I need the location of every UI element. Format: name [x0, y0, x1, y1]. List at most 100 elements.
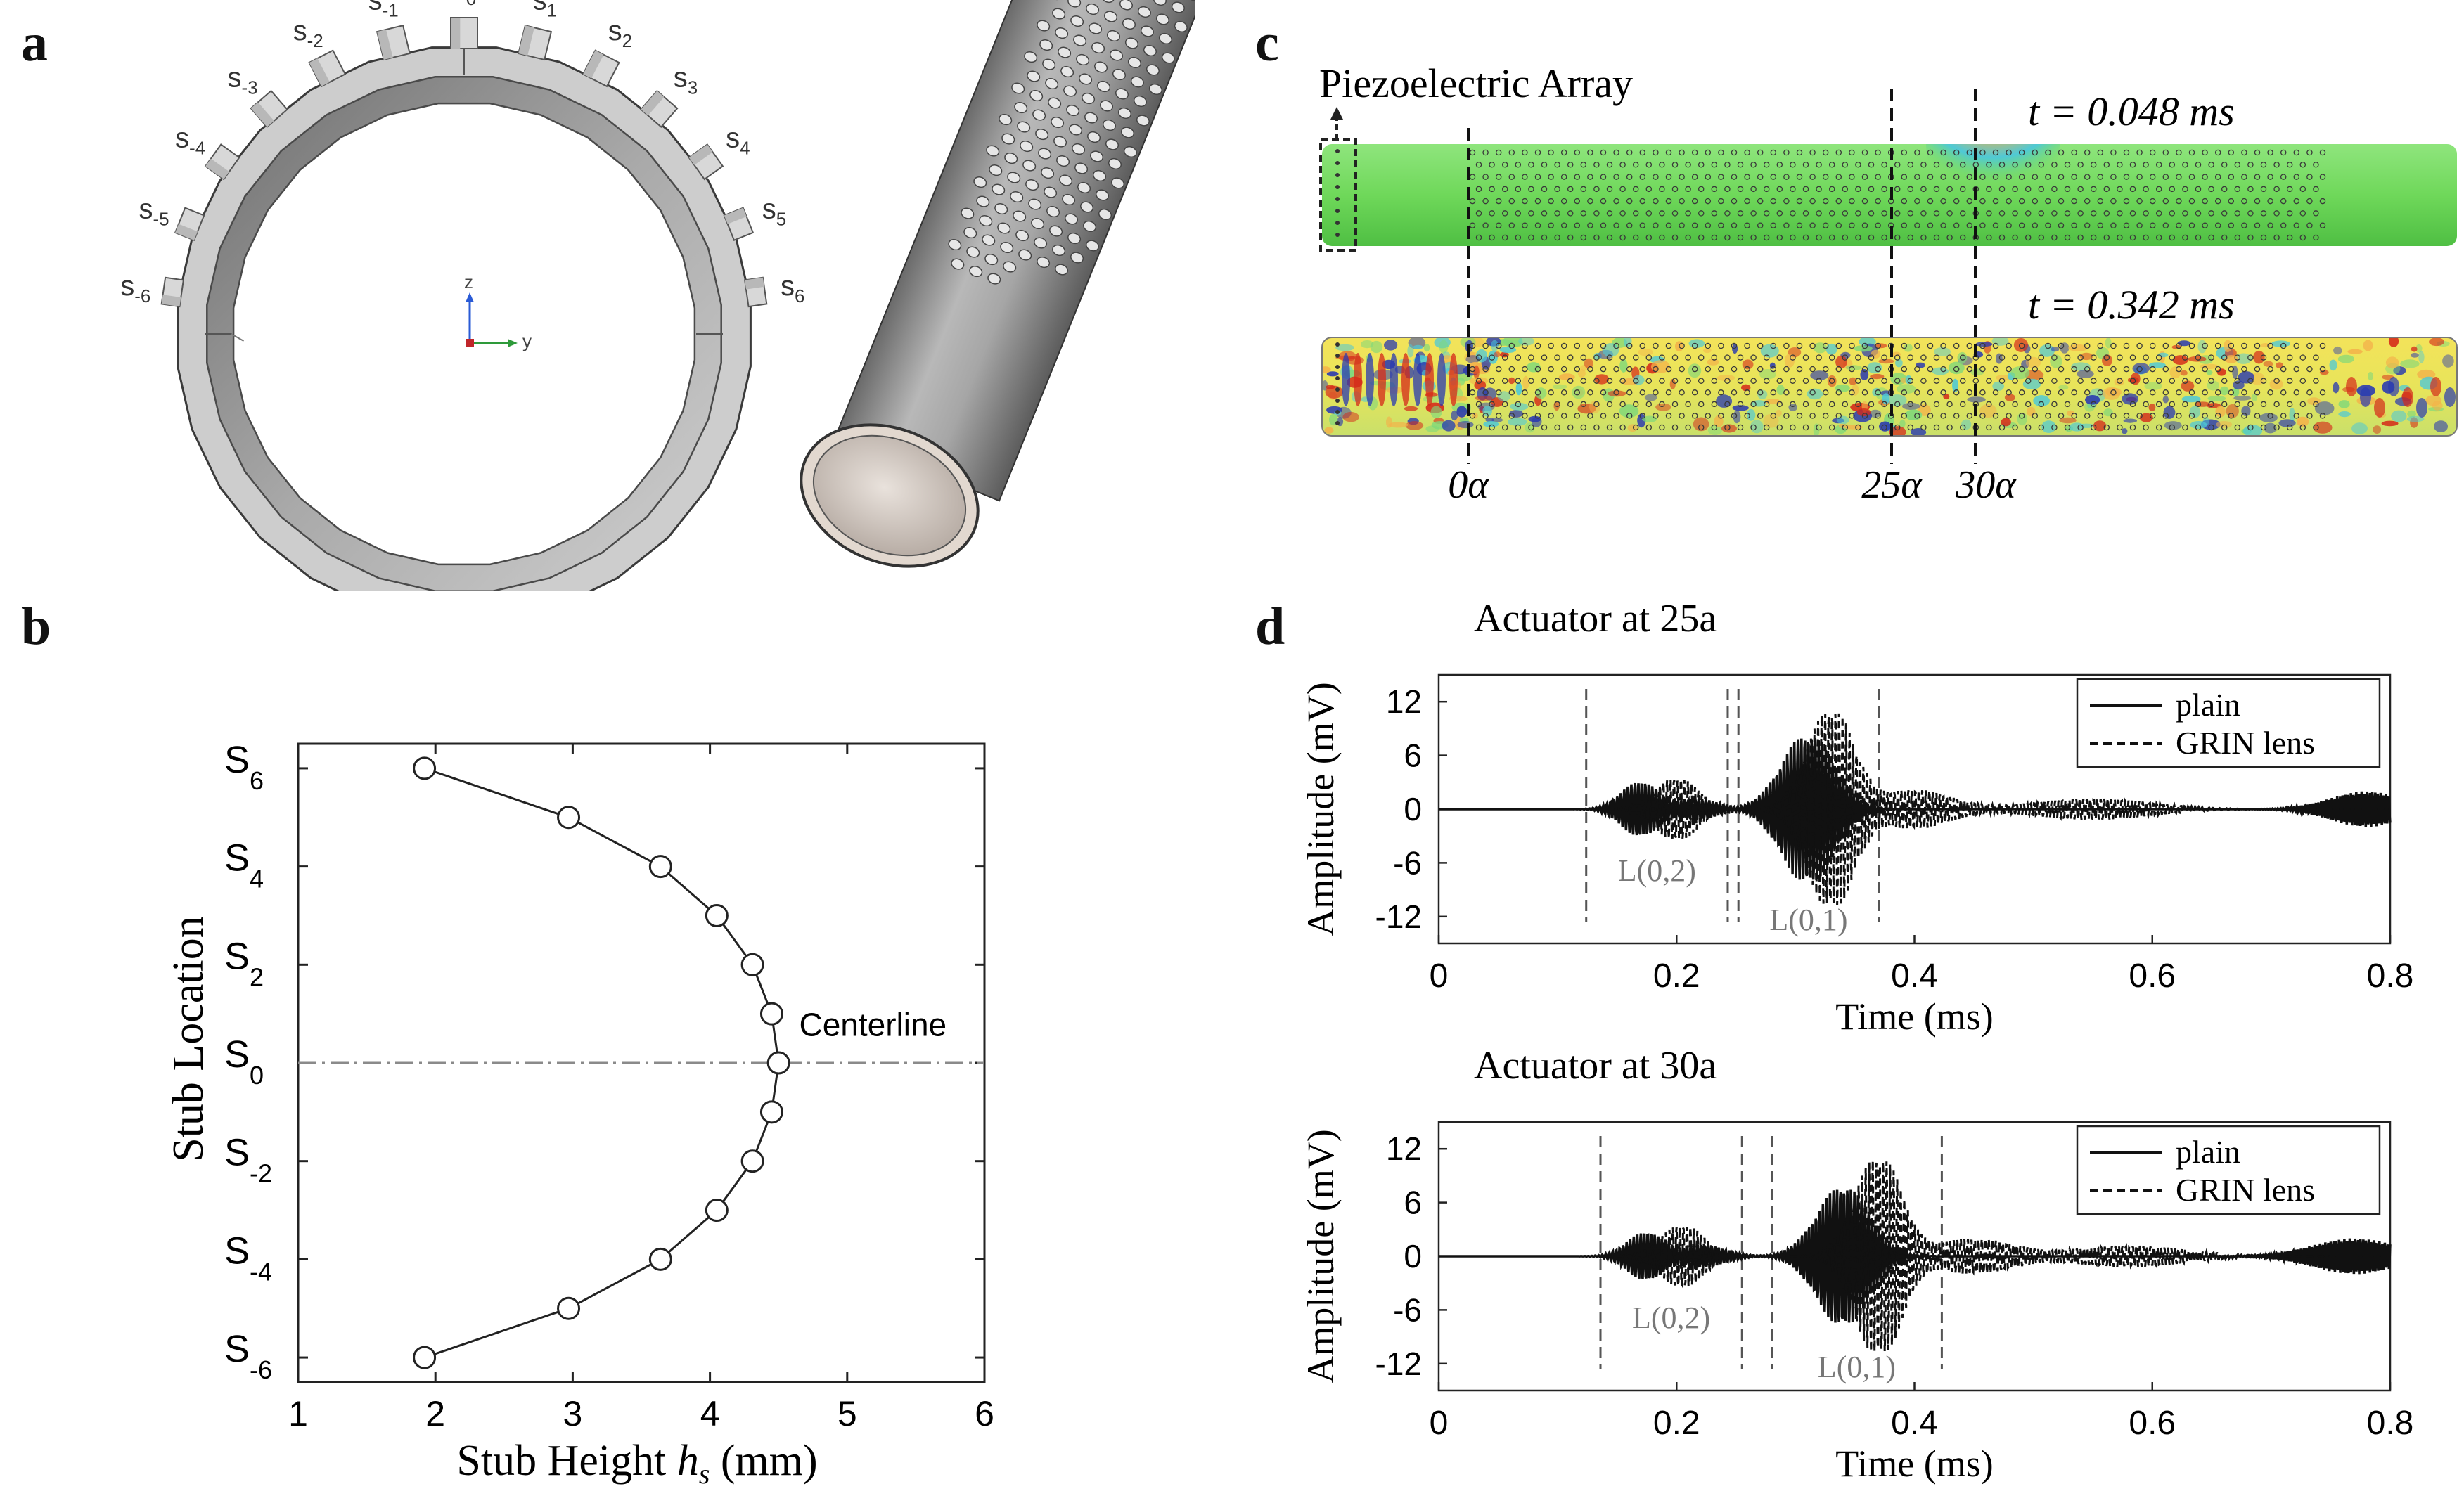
y-axis-label: Amplitude (mV) — [1300, 1129, 1342, 1383]
y-tick-label: -6 — [1393, 844, 1422, 881]
x-tick-label: 0.4 — [1891, 1405, 1938, 1442]
stub-array-top — [1335, 149, 2326, 241]
hot-spot-field — [1926, 144, 2060, 211]
x-tick-label: 4 — [700, 1394, 720, 1433]
mode-label-l01: L(0,1) — [1818, 1350, 1896, 1384]
stub-s-6 — [160, 276, 185, 308]
stub-height-chart: 1 2 3 4 5 6 S6 S4 S2 S0 S-2 S-4 S-6 Centerline Stub L… — [165, 739, 994, 1490]
x-tick-label: 0.4 — [1891, 957, 1938, 995]
tube-bore — [800, 423, 980, 568]
stub-s5 — [723, 207, 755, 242]
x-tick-label: 6 — [975, 1394, 994, 1433]
axis-triad: z y — [464, 271, 532, 351]
ring-bore — [232, 102, 696, 566]
x-axis-label: Time (ms) — [1835, 995, 1994, 1038]
legend-entry: GRIN lens — [2176, 725, 2315, 761]
mode-label-l01: L(0,1) — [1769, 903, 1847, 937]
signal-chart-30a: Actuator at 30a 0 0.2 0.4 0.6 0.8 12 6 0 -6 -12 Ti… — [1300, 1044, 2414, 1485]
data-point — [740, 953, 764, 976]
x-tick-label: 0.8 — [2367, 1405, 2414, 1442]
legend-entry: GRIN lens — [2176, 1172, 2315, 1208]
panel-label-c: c — [1255, 13, 1279, 72]
stub-label: s1 — [533, 0, 557, 21]
data-point — [413, 756, 437, 780]
stub-labels: s0 s1 s2 s3 s4 s5 s6 s-1 s-2 s-3 s-4 s-5 s-6 — [120, 0, 804, 306]
stub-label: s6 — [781, 271, 804, 306]
stub-s-3 — [250, 89, 288, 128]
stub-label: s-4 — [175, 123, 205, 159]
data-point — [557, 806, 581, 830]
x-tick-label: 0 — [1430, 957, 1449, 995]
piezo-array-label: Piezoelectric Array — [1319, 60, 1633, 106]
y-tick-label: S-2 — [224, 1132, 272, 1188]
chart-title: Actuator at 25a — [1474, 597, 1717, 640]
tube-3d-view — [800, 0, 1195, 568]
stub-s3 — [640, 89, 679, 128]
ring-cross-section — [160, 17, 768, 591]
x-axis-label: Time (ms) — [1835, 1443, 1994, 1485]
x-axis-label: Stub Height hs (mm) — [456, 1437, 817, 1490]
x-tick-label: 3 — [563, 1394, 582, 1433]
axis-z-label: z — [464, 271, 473, 292]
stub-label: s-6 — [120, 271, 150, 306]
y-tick-label: -6 — [1393, 1291, 1422, 1328]
time-label-2: t = 0.342 ms — [2028, 282, 2235, 328]
y-tick-label: -12 — [1375, 1346, 1422, 1382]
panel-a-figure: s0 s1 s2 s3 s4 s5 s6 s-1 s-2 s-3 s-4 s-5 s-6 z y — [120, 0, 1195, 591]
data-point — [413, 1346, 437, 1369]
stub-label: s-2 — [293, 15, 323, 51]
y-tick-label: -12 — [1375, 898, 1422, 935]
panel-label-a: a — [21, 13, 48, 72]
x-tick-label: 2 — [425, 1394, 445, 1433]
stub-s2 — [582, 49, 620, 88]
data-point — [759, 1100, 783, 1124]
y-tick-label: 12 — [1386, 683, 1422, 720]
data-point — [648, 1247, 672, 1271]
wave-field-pattern — [1322, 337, 2456, 436]
y-tick-label: S-4 — [224, 1230, 272, 1286]
x-tick-label: 0.6 — [2129, 1405, 2176, 1442]
stub-s-2 — [308, 49, 347, 88]
position-25a: 25α — [1861, 463, 1923, 507]
data-point — [766, 1051, 790, 1075]
y-tick-label: S2 — [224, 935, 264, 991]
stub-label: s5 — [762, 194, 786, 230]
y-axis-label: Amplitude (mV) — [1300, 682, 1342, 936]
y-tick-label: 0 — [1404, 1238, 1422, 1275]
stub-s-5 — [174, 207, 205, 242]
stub-label: s3 — [674, 63, 698, 98]
y-tick-label: S0 — [224, 1033, 264, 1090]
panel-label-b: b — [21, 597, 51, 656]
centerline-label: Centerline — [799, 1007, 947, 1043]
stub-label: s2 — [608, 15, 632, 51]
data-point — [648, 855, 672, 879]
stub-label: s0 — [452, 0, 476, 9]
y-tick-label: S-6 — [224, 1328, 272, 1384]
x-tick-label: 0.2 — [1653, 957, 1700, 995]
y-tick-label: 6 — [1404, 1185, 1422, 1221]
mode-label-l02: L(0,2) — [1618, 853, 1696, 888]
x-tick-label: 0.6 — [2129, 957, 2176, 995]
stub-label: s-1 — [368, 0, 399, 21]
y-axis-label: Stub Location — [165, 916, 212, 1162]
y-tick-label: 6 — [1404, 737, 1422, 774]
chart-title: Actuator at 30a — [1474, 1044, 1717, 1088]
legend-entry: plain — [2176, 687, 2240, 723]
stub-array-bottom — [1335, 342, 2326, 431]
position-0a: 0α — [1448, 463, 1489, 507]
x-tick-label: 0.8 — [2367, 957, 2414, 995]
series-grin-lens — [1439, 1161, 2390, 1352]
data-point — [557, 1296, 581, 1320]
stub-label: s-5 — [139, 194, 169, 230]
data-point — [705, 1199, 729, 1222]
stub-label: s-3 — [227, 63, 257, 98]
stub-label: s4 — [726, 123, 750, 159]
axis-y-label: y — [522, 330, 532, 351]
data-point — [705, 903, 729, 927]
legend-entry: plain — [2176, 1134, 2240, 1170]
x-tick-label: 0.2 — [1653, 1405, 1700, 1442]
signal-chart-25a: Actuator at 25a 0 0.2 0.4 0.6 0.8 12 6 0 -6 -12 Ti… — [1300, 597, 2414, 1038]
y-tick-label: 0 — [1404, 791, 1422, 827]
